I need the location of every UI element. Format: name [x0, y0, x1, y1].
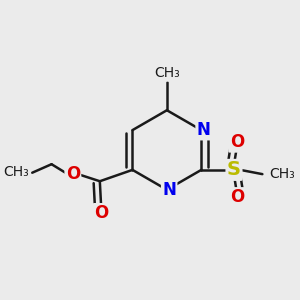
Text: O: O — [66, 165, 80, 183]
Text: CH₃: CH₃ — [154, 66, 180, 80]
Text: S: S — [227, 160, 241, 179]
Text: CH₃: CH₃ — [4, 165, 29, 179]
Text: O: O — [230, 188, 244, 206]
Text: N: N — [162, 181, 176, 199]
Text: N: N — [197, 121, 211, 139]
Text: O: O — [230, 133, 244, 151]
Text: O: O — [94, 204, 108, 222]
Text: CH₃: CH₃ — [269, 167, 295, 181]
